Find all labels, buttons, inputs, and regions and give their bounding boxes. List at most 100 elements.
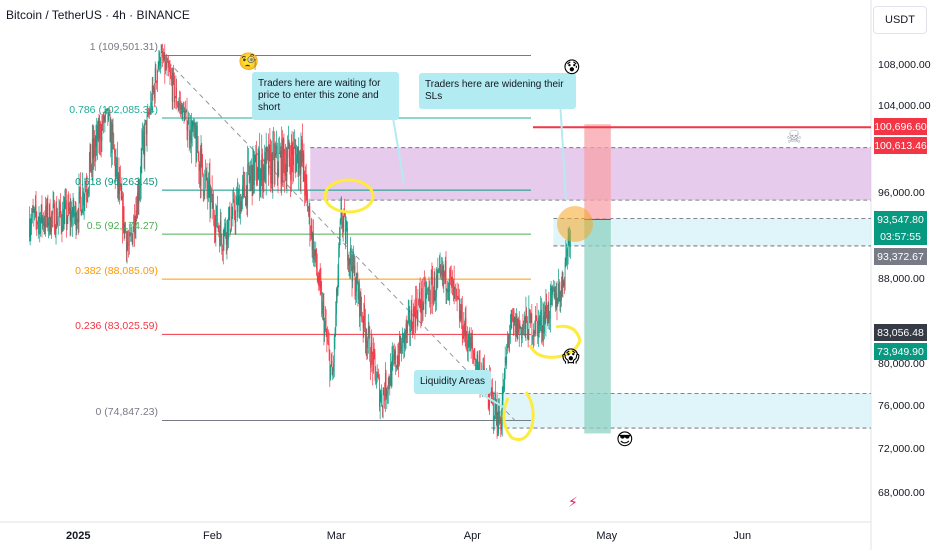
candle-body	[345, 214, 346, 244]
candle-body	[222, 248, 223, 251]
candle-body	[193, 121, 195, 128]
candle	[414, 306, 416, 340]
candle	[564, 257, 566, 291]
candle	[552, 279, 554, 292]
candle	[52, 190, 54, 228]
candle-body	[474, 358, 476, 360]
candle	[71, 206, 73, 237]
candle-body	[97, 120, 99, 141]
candle-body	[442, 265, 444, 279]
currency-selector[interactable]: USDT	[873, 6, 927, 34]
candle-body	[235, 204, 237, 223]
candle-body	[527, 320, 528, 339]
candle	[95, 124, 97, 162]
candle-body	[131, 234, 133, 245]
candle	[54, 224, 56, 238]
candle-body	[375, 366, 377, 384]
candle-body	[115, 164, 117, 177]
candle	[329, 349, 331, 388]
candle	[166, 55, 168, 77]
candle	[507, 331, 508, 354]
candle	[59, 200, 61, 227]
candle-body	[466, 336, 468, 341]
candle-body	[473, 350, 474, 356]
candle-body	[366, 339, 368, 349]
time-axis-label: May	[596, 530, 618, 542]
candle-body	[515, 317, 516, 336]
candle-body	[220, 220, 222, 236]
candle-body	[497, 426, 499, 434]
candle	[181, 102, 183, 120]
candle-body	[54, 233, 56, 235]
candle	[502, 373, 504, 406]
candle	[236, 186, 237, 205]
candle	[77, 209, 78, 229]
candle	[232, 190, 234, 227]
candle-body	[83, 191, 84, 206]
candle	[194, 121, 196, 139]
candle	[438, 267, 439, 274]
candle-body	[177, 105, 178, 108]
candle	[37, 220, 38, 229]
candle	[74, 205, 75, 224]
candle-body	[354, 265, 356, 296]
candle	[74, 200, 76, 225]
candle	[386, 387, 388, 410]
candle-body	[123, 206, 125, 234]
candle	[450, 266, 451, 286]
candle-body	[307, 196, 308, 212]
candle	[286, 146, 288, 194]
candle-body	[271, 153, 272, 184]
candle	[441, 256, 442, 281]
fib-label: 0 (74,847.23)	[95, 406, 158, 419]
candle	[546, 293, 547, 319]
candle	[520, 326, 522, 336]
candle	[155, 63, 157, 83]
candle-body	[99, 122, 101, 139]
candle	[81, 209, 83, 216]
candle-body	[393, 355, 395, 360]
candle-body	[256, 180, 258, 185]
candle-body	[427, 290, 428, 291]
candle-body	[444, 260, 446, 277]
candle	[142, 122, 143, 151]
candle	[396, 364, 397, 372]
time-axis-label: Apr	[463, 530, 481, 542]
candle	[84, 177, 86, 212]
liquidity-zone	[491, 393, 871, 429]
candle	[288, 125, 289, 150]
candle	[108, 111, 109, 122]
candle	[430, 289, 431, 315]
candle	[259, 168, 261, 198]
candle	[463, 311, 465, 340]
candle-body	[507, 343, 508, 349]
candle-body	[90, 144, 92, 173]
symbol-title[interactable]: Bitcoin / TetherUS · 4h · BINANCE	[6, 8, 190, 22]
candle	[156, 80, 158, 90]
candle	[137, 177, 139, 215]
candle	[182, 103, 183, 122]
candle	[529, 308, 530, 323]
candle-body	[200, 148, 202, 186]
candle	[322, 292, 323, 320]
candle	[227, 218, 229, 251]
candle-body	[47, 203, 49, 227]
candle-body	[197, 125, 198, 153]
candle-body	[336, 288, 337, 315]
candle	[39, 212, 41, 243]
price-axis-label: 108,000.00	[878, 59, 931, 71]
candle	[379, 373, 380, 412]
lightning-icon[interactable]: ⚡	[568, 495, 578, 511]
candle-body	[349, 258, 351, 265]
candle-body	[429, 288, 431, 303]
candle	[102, 114, 103, 132]
candle-body	[535, 315, 536, 334]
candle	[330, 353, 332, 368]
candle-body	[103, 114, 105, 122]
candle	[253, 151, 255, 194]
candle-body	[194, 122, 196, 136]
candle-body	[232, 201, 234, 216]
candle	[538, 309, 539, 348]
candle-body	[496, 403, 498, 427]
